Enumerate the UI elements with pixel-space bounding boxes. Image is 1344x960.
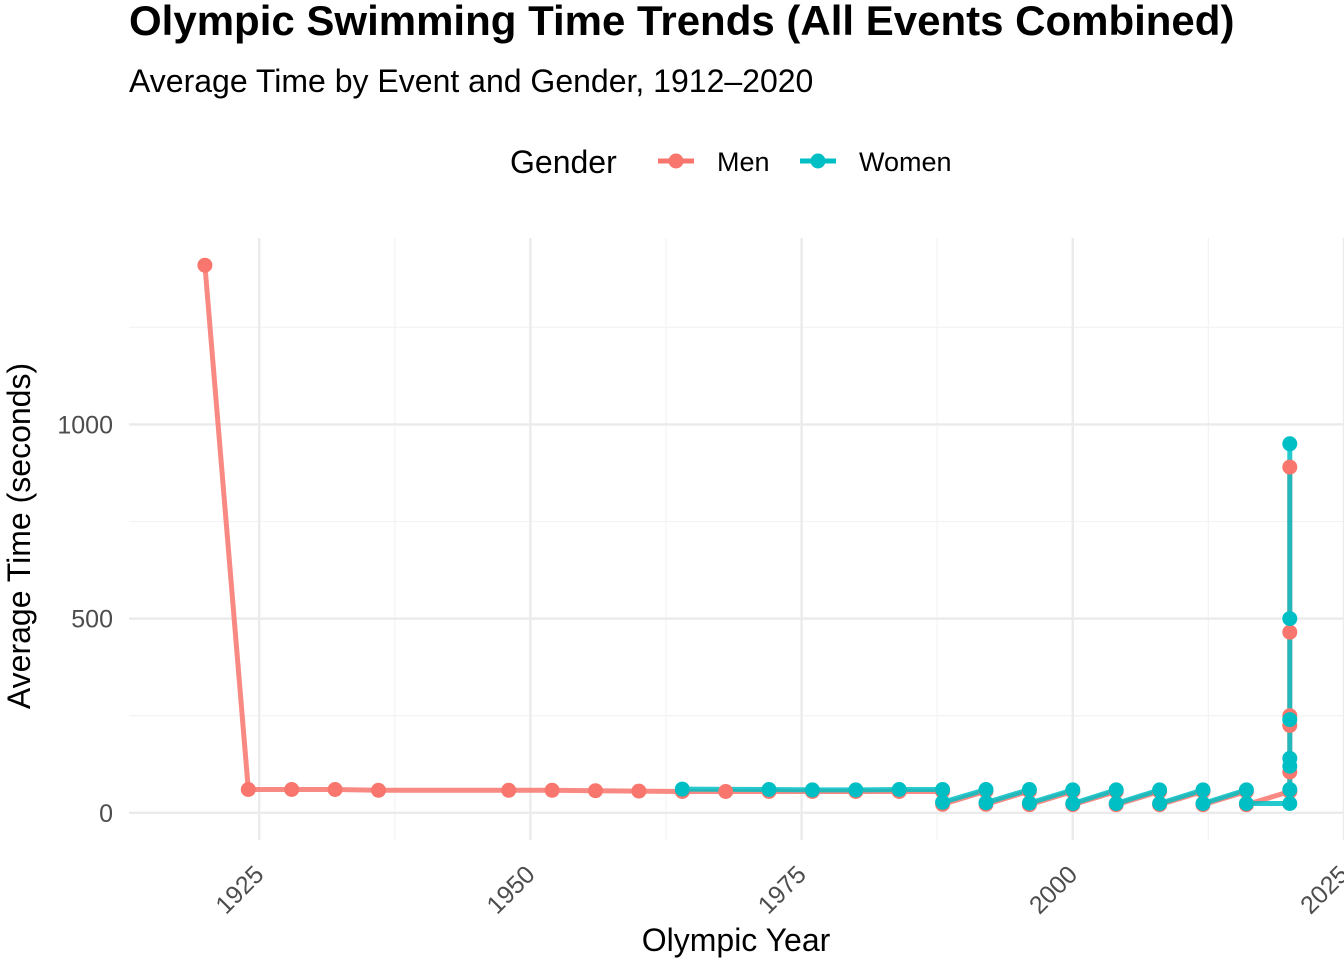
data-point-women bbox=[1282, 750, 1298, 766]
data-point-women bbox=[1152, 782, 1168, 798]
grid-minor bbox=[129, 238, 1344, 840]
data-point-men bbox=[718, 784, 734, 799]
data-point-men bbox=[501, 782, 517, 798]
legend-item-women: Women bbox=[800, 147, 952, 177]
data-point-women bbox=[1282, 436, 1298, 452]
y-tick-label: 0 bbox=[99, 800, 113, 828]
legend-label: Women bbox=[859, 147, 952, 177]
data-point-men bbox=[1282, 459, 1298, 475]
y-tick-label: 500 bbox=[71, 606, 113, 634]
data-point-men bbox=[371, 782, 386, 798]
data-point-women bbox=[1108, 796, 1124, 811]
data-point-women bbox=[674, 781, 690, 797]
legend: Gender Men Women bbox=[510, 144, 952, 180]
data-point-men bbox=[1282, 624, 1298, 640]
series-lines bbox=[202, 262, 1293, 808]
data-point-women bbox=[1282, 782, 1298, 797]
x-tick-label: 2000 bbox=[1024, 860, 1083, 919]
data-point-women bbox=[1065, 782, 1081, 798]
data-point-women bbox=[804, 782, 820, 798]
data-point-women bbox=[978, 782, 994, 797]
legend-title: Gender bbox=[510, 144, 617, 180]
data-point-women bbox=[761, 782, 777, 797]
x-tick-label: 1925 bbox=[210, 860, 269, 919]
y-axis-title: Average Time (seconds) bbox=[1, 363, 37, 709]
data-point-women bbox=[1282, 611, 1298, 627]
x-axis-title: Olympic Year bbox=[642, 922, 831, 958]
data-point-men bbox=[588, 783, 603, 799]
data-point-women bbox=[1021, 782, 1037, 797]
chart-title: Olympic Swimming Time Trends (All Events… bbox=[129, 0, 1234, 44]
data-point-men bbox=[197, 257, 213, 273]
data-point-women bbox=[935, 782, 951, 797]
data-point-women bbox=[1108, 782, 1124, 798]
data-point-women bbox=[1282, 796, 1298, 811]
data-point-women bbox=[1282, 712, 1298, 728]
data-point-women bbox=[1238, 782, 1254, 798]
data-point-men bbox=[240, 782, 256, 797]
data-point-women bbox=[935, 794, 951, 810]
series-line-women bbox=[679, 441, 1293, 806]
x-tick-label: 1950 bbox=[481, 860, 540, 919]
data-point-men bbox=[327, 782, 343, 797]
legend-item-men: Men bbox=[658, 147, 770, 177]
x-axis-ticks: 1925 1950 1975 2000 2025 bbox=[210, 860, 1344, 919]
chart-subtitle: Average Time by Event and Gender, 1912–2… bbox=[129, 63, 813, 99]
data-point-women bbox=[1238, 796, 1254, 811]
y-tick-label: 1000 bbox=[57, 411, 113, 439]
x-tick-label: 1975 bbox=[753, 860, 812, 919]
legend-label: Men bbox=[717, 147, 770, 177]
data-point-women bbox=[978, 795, 994, 811]
data-point-men bbox=[544, 782, 560, 798]
series-line-men bbox=[202, 262, 1293, 808]
legend-key-point bbox=[810, 153, 826, 169]
x-tick-label: 2025 bbox=[1295, 860, 1344, 919]
data-point-men bbox=[284, 782, 300, 797]
grid-major bbox=[129, 238, 1344, 840]
legend-key-point bbox=[668, 153, 684, 169]
data-point-women bbox=[1021, 795, 1037, 811]
data-point-women bbox=[1195, 796, 1211, 811]
data-point-women bbox=[1152, 796, 1168, 811]
series-points bbox=[197, 257, 1298, 813]
data-point-women bbox=[848, 782, 864, 798]
data-point-men bbox=[631, 783, 647, 799]
data-point-women bbox=[891, 782, 907, 797]
data-point-women bbox=[1065, 796, 1081, 811]
data-point-women bbox=[1195, 782, 1211, 798]
y-axis-ticks: 0 500 1000 bbox=[57, 411, 113, 827]
